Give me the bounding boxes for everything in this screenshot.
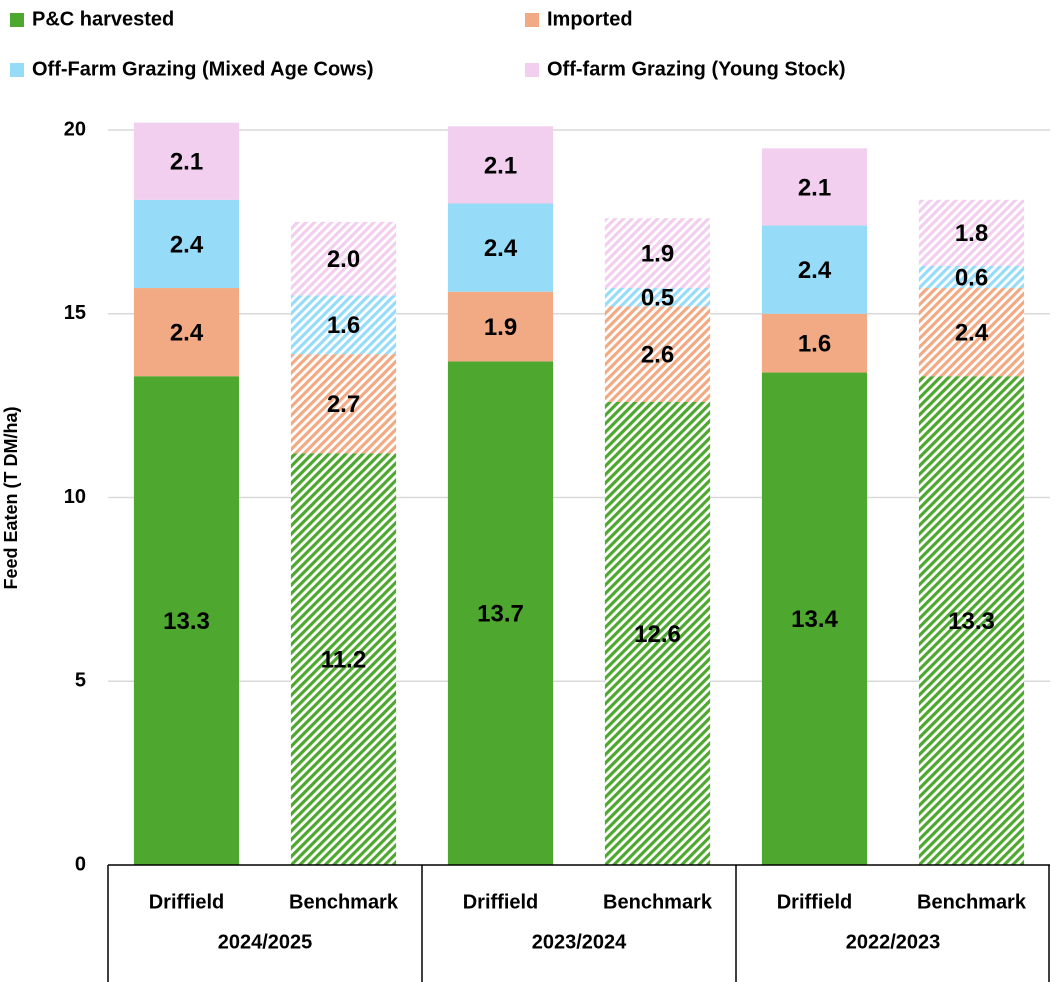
legend-swatch [525, 63, 539, 77]
bar-segment [133, 199, 240, 289]
data-label: 2.1 [170, 149, 203, 176]
data-label: 2.4 [170, 319, 204, 346]
data-label: 2.1 [798, 174, 831, 201]
bar-segment [918, 288, 1025, 377]
data-label: 2.4 [955, 319, 989, 346]
data-label: 0.5 [641, 285, 674, 312]
x-tick-label: Driffield [777, 891, 853, 913]
bar-segment [133, 288, 240, 377]
x-tick-label: Driffield [149, 891, 225, 913]
group-label: 2024/2025 [218, 931, 313, 953]
bar-segment [918, 199, 1025, 266]
data-label: 1.9 [641, 240, 674, 267]
x-tick-label: Driffield [463, 891, 539, 913]
bar-segment [133, 122, 240, 200]
legend-label: Off-farm Grazing (Young Stock) [547, 58, 846, 80]
data-label: 0.6 [955, 264, 988, 291]
data-label: 1.6 [327, 312, 360, 339]
x-tick-label: Benchmark [603, 891, 713, 913]
y-tick-label: 20 [64, 118, 86, 140]
group-label: 2023/2024 [532, 931, 627, 953]
x-tick-label: Benchmark [917, 891, 1027, 913]
group-label: 2022/2023 [846, 931, 941, 953]
bar-segment [761, 313, 868, 373]
data-label: 11.2 [321, 647, 366, 674]
y-axis-title: Feed Eaten (T DM/ha) [1, 406, 21, 589]
bar-segment [918, 265, 1025, 289]
data-label: 1.9 [484, 314, 517, 341]
bar-segment [604, 288, 711, 307]
legend-label: P&C harvested [32, 8, 174, 30]
bar-segment [761, 225, 868, 314]
data-label: 2.4 [170, 231, 204, 258]
legend-swatch [10, 63, 24, 77]
data-label: 2.4 [798, 257, 832, 284]
legend-swatch [10, 13, 24, 27]
bar-segment [290, 354, 397, 454]
data-label: 1.8 [955, 220, 988, 247]
y-tick-label: 0 [75, 853, 86, 875]
bar-segment [604, 401, 711, 865]
data-label: 12.6 [634, 621, 681, 648]
x-tick-label: Benchmark [289, 891, 399, 913]
y-tick-label: 15 [64, 302, 86, 324]
bar-segment [447, 361, 554, 865]
y-tick-label: 5 [75, 670, 86, 692]
data-label: 2.1 [484, 152, 517, 179]
legend-swatch [525, 13, 539, 27]
data-label: 13.4 [791, 606, 838, 633]
bar-segment [447, 126, 554, 204]
bar-segment [447, 203, 554, 292]
legend-label: Imported [547, 8, 633, 30]
data-label: 13.3 [163, 608, 210, 635]
data-label: 1.6 [798, 330, 831, 357]
bar-segment [918, 376, 1025, 865]
data-label: 13.3 [948, 608, 995, 635]
y-tick-label: 10 [64, 486, 86, 508]
data-label: 2.0 [327, 246, 360, 273]
bar-segment [761, 148, 868, 226]
data-label: 2.7 [327, 391, 360, 418]
bar-segment [447, 291, 554, 362]
bar-segment [290, 221, 397, 296]
bar-segment [290, 295, 397, 355]
data-label: 2.4 [484, 235, 518, 262]
bar-segment [133, 376, 240, 865]
data-label: 2.6 [641, 342, 674, 369]
legend-label: Off-Farm Grazing (Mixed Age Cows) [32, 58, 374, 80]
bar-segment [761, 372, 868, 865]
data-label: 13.7 [477, 601, 524, 628]
bar-segment [604, 306, 711, 402]
bar-segment [604, 218, 711, 289]
bar-segment [290, 453, 397, 865]
